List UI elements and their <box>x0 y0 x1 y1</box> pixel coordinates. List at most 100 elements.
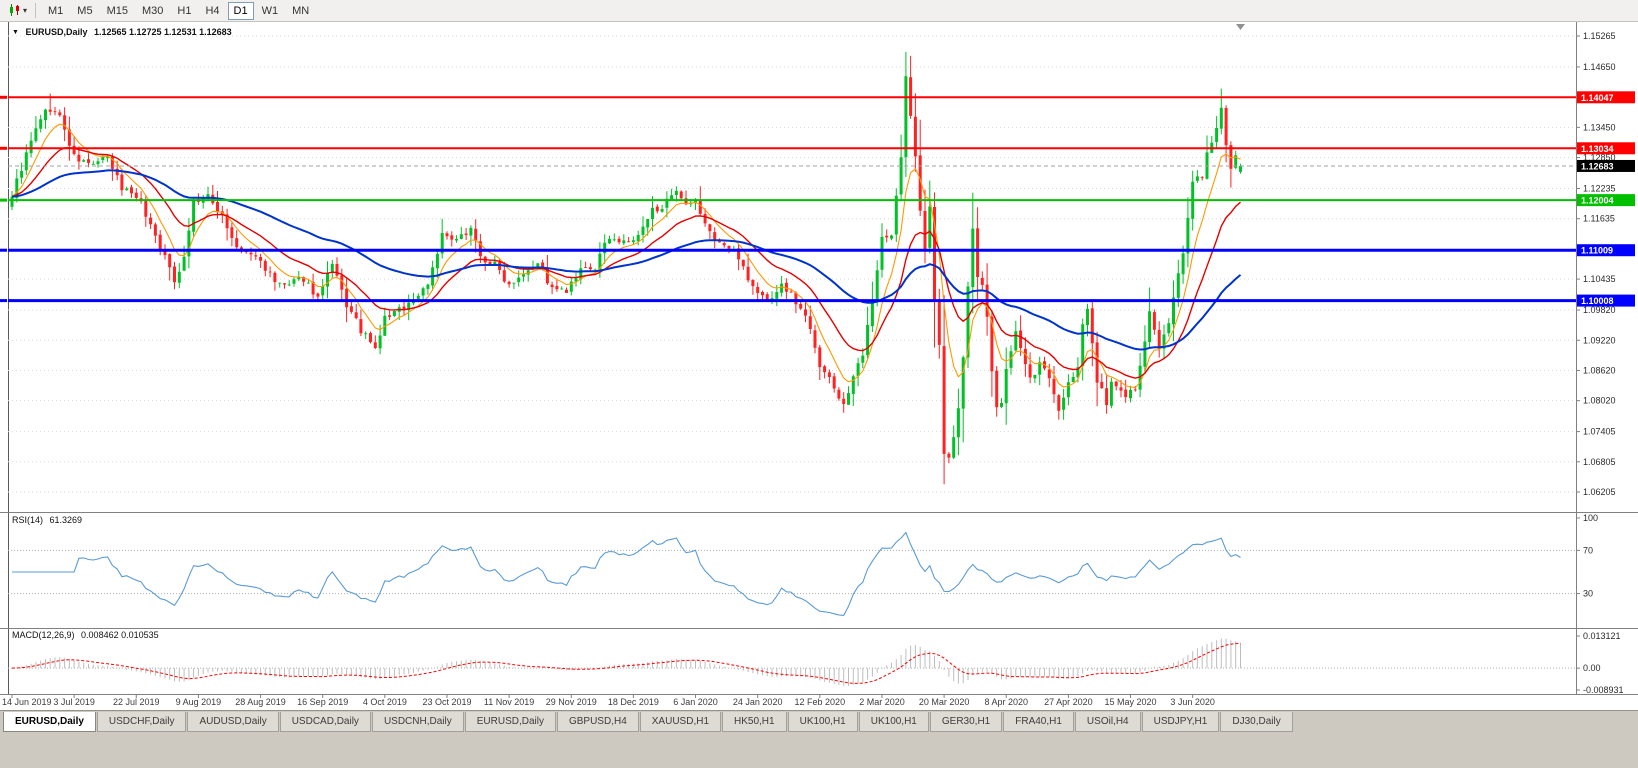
level-price-badge <box>1577 294 1635 307</box>
date-label: 28 Aug 2019 <box>235 697 286 707</box>
date-label: 15 May 2020 <box>1104 697 1156 707</box>
date-label: 6 Jan 2020 <box>673 697 718 707</box>
date-label: 12 Feb 2020 <box>795 697 846 707</box>
macd-scale-label: -0.008931 <box>1583 685 1624 695</box>
rsi-scale-label: 30 <box>1583 589 1593 599</box>
chart-tab-1-usdchf-daily[interactable]: USDCHF,Daily <box>96 712 187 732</box>
timeframe-button-d1[interactable]: D1 <box>227 1 254 20</box>
timeframe-button-m1[interactable]: M1 <box>42 2 69 20</box>
chart-type-dropdown-caret-icon: ▾ <box>23 5 28 15</box>
chart-tab-4-usdcnh-daily[interactable]: USDCNH,Daily <box>371 712 464 732</box>
chart-tab-3-usdcad-daily[interactable]: USDCAD,Daily <box>279 712 371 732</box>
level-line-anchor <box>0 248 7 252</box>
rsi-scale-label: 70 <box>1583 545 1593 555</box>
date-label: 29 Nov 2019 <box>546 697 597 707</box>
chart-tab-2-audusd-daily[interactable]: AUDUSD,Daily <box>187 712 279 732</box>
date-label: 24 Jan 2020 <box>733 697 783 707</box>
chart-tab-9-uk100-h1[interactable]: UK100,H1 <box>787 712 858 732</box>
timeframe-toolbar: ▾ M1 M5 M15 M30 H1 H4 D1 W1 MN <box>0 0 1638 22</box>
price-label: 1.12850 <box>1583 153 1616 163</box>
rsi-label: RSI(14) <box>12 515 44 525</box>
time-axis[interactable]: 14 Jun 2019 3 Jul 2019 22 Jul 2019 9 Aug 20… <box>0 694 1638 707</box>
date-label: 3 Jul 2019 <box>53 697 95 707</box>
chart-tab-bar: EURUSD,Daily USDCHF,Daily AUDUSD,Daily USDC… <box>0 710 1638 768</box>
price-grid <box>8 35 1576 493</box>
date-label: 2 Mar 2020 <box>859 697 905 707</box>
price-label: 1.13450 <box>1583 122 1616 132</box>
chart-context-arrow-icon[interactable]: ▼ <box>12 29 19 36</box>
rsi-value: 61.3269 <box>49 515 83 525</box>
level-price-label: 1.12004 <box>1581 196 1614 206</box>
price-label: 1.08620 <box>1583 365 1616 375</box>
timeframe-button-m5[interactable]: M5 <box>71 2 98 20</box>
level-price-badge <box>1577 194 1635 207</box>
level-line-anchor <box>0 198 7 202</box>
level-price-badge <box>1577 91 1635 104</box>
level-line-anchor <box>0 95 7 99</box>
chart-tab-6-gbpusd-h4[interactable]: GBPUSD,H4 <box>556 712 639 732</box>
chart-tab-15-dj30-daily[interactable]: DJ30,Daily <box>1220 712 1293 732</box>
chart-tab-8-hk50-h1[interactable]: HK50,H1 <box>722 712 787 732</box>
chart-symbol-period: EURUSD,Daily <box>25 27 88 37</box>
ma-lines <box>11 123 1242 389</box>
moving-average-7 <box>11 123 1241 389</box>
chart-type-button[interactable]: ▾ <box>4 2 30 19</box>
macd-indicator-header: MACD(12,26,9) 0.008462 0.010535 <box>12 630 163 640</box>
date-label: 8 Apr 2020 <box>984 697 1028 707</box>
chart-ohlc-values: 1.12565 1.12725 1.12531 1.12683 <box>93 27 232 37</box>
macd-panel: 0.013121 0.00 -0.008931 <box>8 631 1624 695</box>
horizontal-levels[interactable] <box>0 95 1576 303</box>
date-label: 11 Nov 2019 <box>484 697 534 707</box>
chart-tab-11-ger30-h1[interactable]: GER30,H1 <box>929 712 1003 732</box>
price-label: 1.14650 <box>1583 62 1616 72</box>
macd-scale-label: 0.00 <box>1583 663 1601 673</box>
rsi-line <box>12 531 1241 616</box>
timeframe-button-m30[interactable]: M30 <box>136 2 169 20</box>
date-label: 14 Jun 2019 <box>2 697 52 707</box>
chart-tab-10-uk100-h1[interactable]: UK100,H1 <box>858 712 929 732</box>
timeframe-button-w1[interactable]: W1 <box>256 2 285 20</box>
current-price-badge <box>1577 159 1635 172</box>
level-price-badge <box>1577 142 1635 155</box>
timeframe-button-h1[interactable]: H1 <box>171 2 197 20</box>
macd-label: MACD(12,26,9) <box>12 630 75 640</box>
price-scale[interactable]: 1.15265 1.14650 1.13450 1.12850 1.12235 1.116… <box>1576 22 1635 694</box>
chart-title: ▼ EURUSD,Daily 1.12565 1.12725 1.12531 1… <box>12 27 236 37</box>
price-label: 1.08020 <box>1583 396 1616 406</box>
rsi-scale-label: 100 <box>1583 513 1598 523</box>
price-label: 1.11635 <box>1583 214 1615 224</box>
timeframe-button-mn[interactable]: MN <box>286 2 315 20</box>
candlestick-chart-icon <box>10 4 19 16</box>
timeframe-button-h4[interactable]: H4 <box>199 2 225 20</box>
level-price-label: 1.13034 <box>1581 144 1614 154</box>
level-price-label: 1.11009 <box>1581 246 1613 256</box>
moving-average-18 <box>11 146 1241 379</box>
price-label: 1.06805 <box>1583 457 1616 467</box>
timeframe-button-m15[interactable]: M15 <box>101 2 134 20</box>
chart-tab-7-xauusd-h1[interactable]: XAUUSD,H1 <box>639 712 722 732</box>
chart-shift-marker-icon[interactable] <box>1236 24 1245 30</box>
panel-dividers[interactable] <box>0 512 1638 629</box>
price-label: 1.12235 <box>1583 184 1616 194</box>
chart-tab-5-eurusd-daily[interactable]: EURUSD,Daily <box>464 712 556 732</box>
date-label: 4 Oct 2019 <box>363 697 407 707</box>
moving-average-55 <box>11 169 1242 351</box>
date-label: 27 Apr 2020 <box>1044 697 1093 707</box>
price-label: 1.06205 <box>1583 487 1616 497</box>
chart-tab-14-usdjpy-h1[interactable]: USDJPY,H1 <box>1141 712 1220 732</box>
date-label: 23 Oct 2019 <box>422 697 471 707</box>
price-label: 1.10435 <box>1583 274 1616 284</box>
chart-tab-13-usoil-h4[interactable]: USOil,H4 <box>1074 712 1141 732</box>
level-line-anchor <box>0 146 7 150</box>
rsi-indicator-header: RSI(14) 61.3269 <box>12 515 86 525</box>
date-label: 20 Mar 2020 <box>919 697 970 707</box>
macd-signal-line <box>11 642 1241 684</box>
macd-values: 0.008462 0.010535 <box>81 630 159 640</box>
price-label: 1.09220 <box>1583 335 1616 345</box>
chart-tab-0-eurusd-daily[interactable]: EURUSD,Daily <box>3 712 96 732</box>
macd-scale-label: 0.013121 <box>1583 631 1621 641</box>
date-label: 3 Jun 2020 <box>1170 697 1215 707</box>
chart-tab-12-fra40-h1[interactable]: FRA40,H1 <box>1003 712 1074 732</box>
